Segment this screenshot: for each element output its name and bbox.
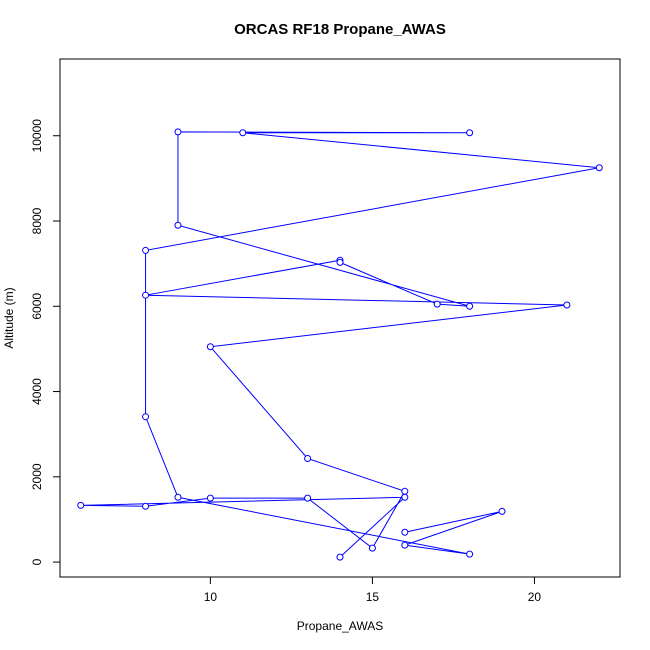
y-tick-label: 2000 [30, 463, 44, 490]
x-tick-label: 15 [366, 590, 380, 604]
data-point [174, 493, 182, 501]
data-point [595, 164, 603, 172]
data-point [401, 528, 409, 536]
data-point [239, 129, 247, 137]
data-point [206, 494, 214, 502]
data-point [304, 494, 312, 502]
data-point [401, 493, 409, 501]
data-point [401, 487, 409, 495]
y-tick-label: 10000 [30, 119, 44, 153]
data-point [336, 258, 344, 266]
data-point [77, 501, 85, 509]
y-tick-label: 6000 [30, 293, 44, 320]
chart-title: ORCAS RF18 Propane_AWAS [234, 21, 446, 38]
data-point [174, 221, 182, 229]
data-point [142, 291, 150, 299]
y-tick-label: 0 [30, 558, 44, 565]
data-point [142, 502, 150, 510]
data-point [466, 129, 474, 137]
data-point [174, 128, 182, 136]
x-axis-label: Propane_AWAS [297, 619, 384, 633]
y-tick-label: 4000 [30, 378, 44, 405]
x-tick-label: 20 [528, 590, 542, 604]
y-tick-label: 8000 [30, 207, 44, 234]
data-point [466, 550, 474, 558]
plot-box [59, 58, 621, 578]
x-tick-label: 10 [204, 590, 218, 604]
data-point [498, 507, 506, 515]
y-axis-label: Altitude (m) [2, 287, 16, 348]
data-line [80, 131, 600, 558]
data-point [304, 454, 312, 462]
data-point [336, 553, 344, 561]
data-point [368, 544, 376, 552]
data-point [142, 413, 150, 421]
data-point [433, 300, 441, 308]
data-point [563, 301, 571, 309]
data-point [401, 541, 409, 549]
data-point [466, 302, 474, 310]
data-point [206, 343, 214, 351]
data-point [142, 246, 150, 254]
